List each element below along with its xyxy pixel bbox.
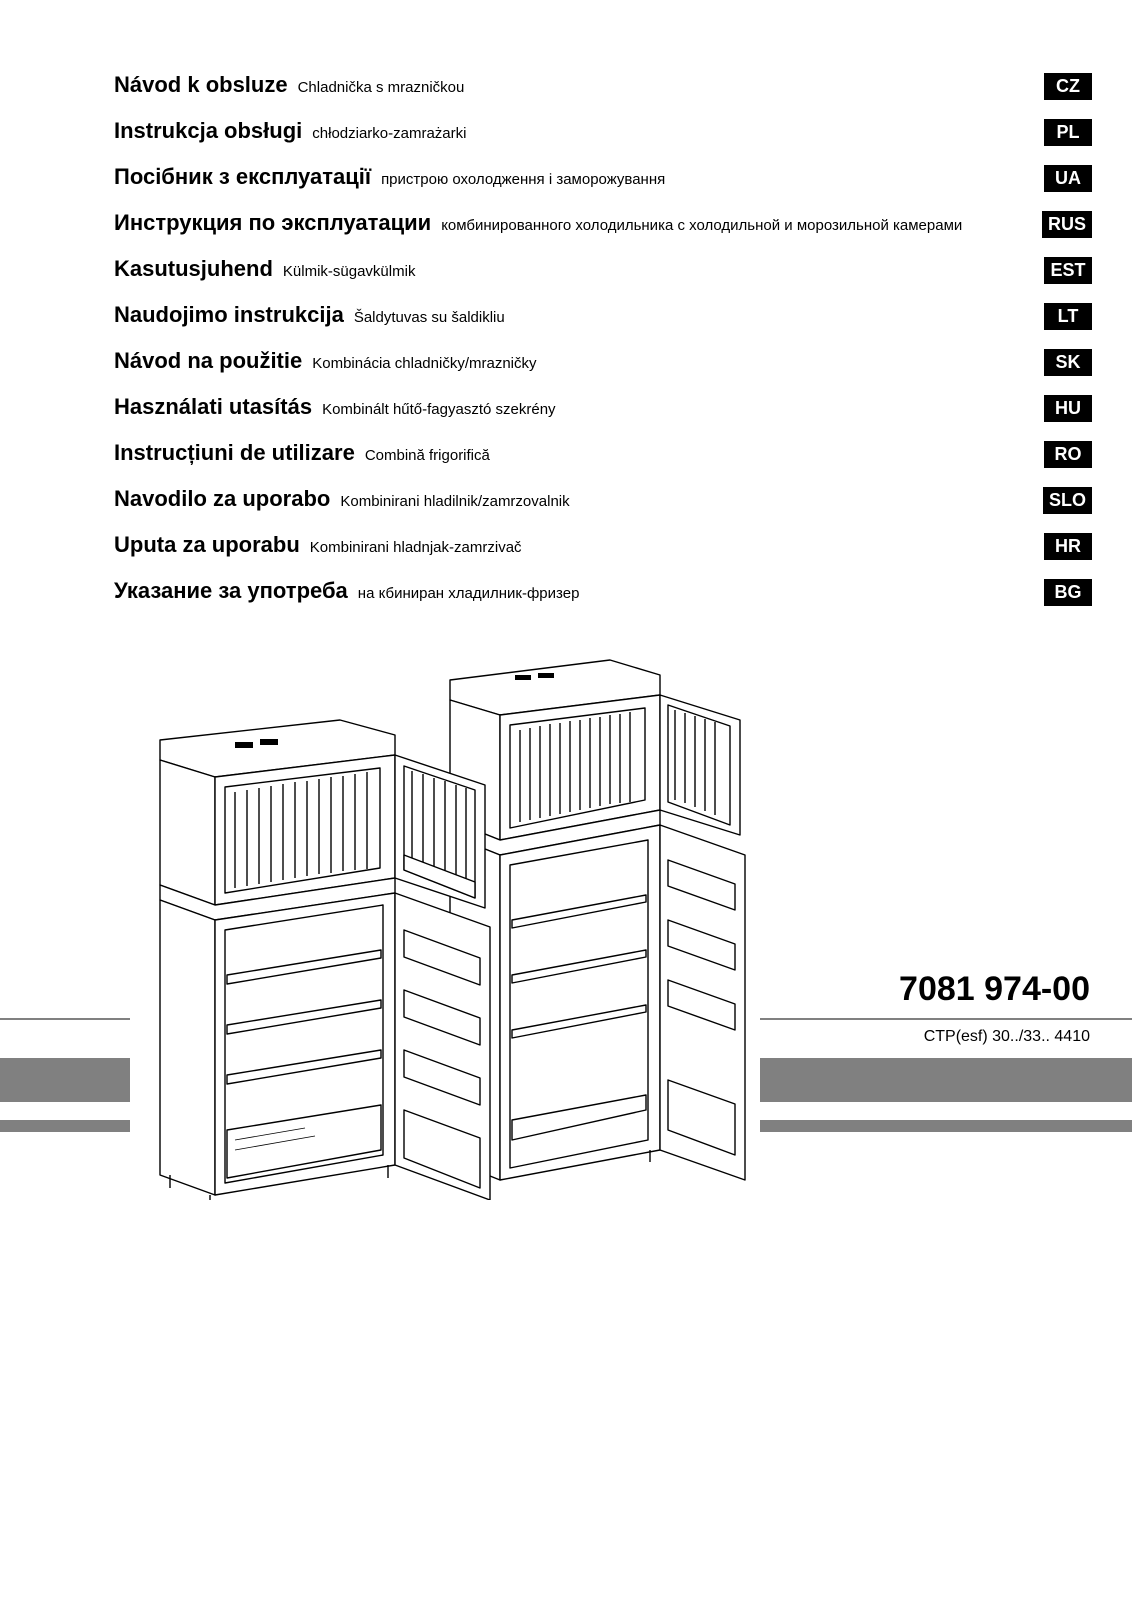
language-row: Instrukcja obsługi chłodziarko-zamrażarki… <box>114 118 1092 146</box>
language-row: Használati utasítás Kombinált hűtő-fagyas… <box>114 394 1092 422</box>
language-subtitle: Šaldytuvas su šaldikliu <box>354 309 505 326</box>
language-badge: UA <box>1044 165 1092 192</box>
language-text: Указание за употреба на кбиниран хладилни… <box>114 578 579 604</box>
language-badge: RO <box>1044 441 1092 468</box>
language-title: Kasutusjuhend <box>114 256 273 282</box>
language-title: Посібник з експлуатації <box>114 164 371 190</box>
language-title: Uputa za uporabu <box>114 532 300 558</box>
language-row: Naudojimo instrukcija Šaldytuvas su šaldi… <box>114 302 1092 330</box>
language-row: Návod k obsluze Chladnička s mrazničkou CZ <box>114 72 1092 100</box>
language-title: Navodilo za uporabo <box>114 486 330 512</box>
language-row: Указание за употреба на кбиниран хладилни… <box>114 578 1092 606</box>
language-row: Navodilo za uporabo Kombinirani hladilnik… <box>114 486 1092 514</box>
language-text: Használati utasítás Kombinált hűtő-fagyas… <box>114 394 556 420</box>
language-list: Návod k obsluze Chladnička s mrazničkou CZ… <box>114 72 1092 624</box>
language-title: Instrukcja obsługi <box>114 118 302 144</box>
language-title: Naudojimo instrukcija <box>114 302 344 328</box>
language-badge: RUS <box>1042 211 1092 238</box>
language-subtitle: Chladnička s mrazničkou <box>298 79 465 96</box>
language-badge: CZ <box>1044 73 1092 100</box>
language-text: Инструкция по эксплуатации комбинированно… <box>114 210 962 236</box>
language-row: Инструкция по эксплуатации комбинированно… <box>114 210 1092 238</box>
language-row: Kasutusjuhend Külmik-sügavkülmik EST <box>114 256 1092 284</box>
language-text: Посібник з експлуатації пристрою охолодже… <box>114 164 665 190</box>
language-title: Használati utasítás <box>114 394 312 420</box>
language-subtitle: Kombinirani hladilnik/zamrzovalnik <box>340 493 569 510</box>
language-subtitle: пристрою охолодження і заморожування <box>381 171 665 188</box>
language-title: Instrucțiuni de utilizare <box>114 440 355 466</box>
language-subtitle: Combină frigorifică <box>365 447 490 464</box>
language-subtitle: Kombinirani hladnjak-zamrzivač <box>310 539 522 556</box>
language-subtitle: Kombinált hűtő-fagyasztó szekrény <box>322 401 555 418</box>
language-title: Návod k obsluze <box>114 72 288 98</box>
language-title: Návod na použitie <box>114 348 302 374</box>
language-subtitle: Külmik-sügavkülmik <box>283 263 416 280</box>
language-text: Naudojimo instrukcija Šaldytuvas su šaldi… <box>114 302 505 328</box>
language-text: Instrucțiuni de utilizare Combină frigori… <box>114 440 490 466</box>
language-badge: LT <box>1044 303 1092 330</box>
language-text: Uputa za uporabu Kombinirani hladnjak-zam… <box>114 532 522 558</box>
language-badge: BG <box>1044 579 1092 606</box>
language-badge: SLO <box>1043 487 1092 514</box>
language-badge: EST <box>1044 257 1092 284</box>
language-title: Указание за употреба <box>114 578 348 604</box>
product-number: 7081 974-00 <box>899 970 1090 1009</box>
language-badge: HR <box>1044 533 1092 560</box>
language-subtitle: Kombinácia chladničky/mrazničky <box>312 355 536 372</box>
language-row: Посібник з експлуатації пристрою охолодже… <box>114 164 1092 192</box>
language-text: Instrukcja obsługi chłodziarko-zamrażarki <box>114 118 466 144</box>
language-badge: PL <box>1044 119 1092 146</box>
language-title: Инструкция по эксплуатации <box>114 210 431 236</box>
language-row: Uputa za uporabu Kombinirani hladnjak-zam… <box>114 532 1092 560</box>
language-text: Návod na použitie Kombinácia chladničky/m… <box>114 348 537 374</box>
language-subtitle: на кбиниран хладилник-фризер <box>358 585 580 602</box>
language-badge: SK <box>1044 349 1092 376</box>
language-subtitle: комбинированного холодильника с холодиль… <box>441 217 962 234</box>
language-badge: HU <box>1044 395 1092 422</box>
fridge-illustration <box>130 640 760 1200</box>
language-text: Kasutusjuhend Külmik-sügavkülmik <box>114 256 415 282</box>
language-text: Návod k obsluze Chladnička s mrazničkou <box>114 72 464 98</box>
language-subtitle: chłodziarko-zamrażarki <box>312 125 466 142</box>
language-row: Návod na použitie Kombinácia chladničky/m… <box>114 348 1092 376</box>
language-text: Navodilo za uporabo Kombinirani hladilnik… <box>114 486 570 512</box>
language-row: Instrucțiuni de utilizare Combină frigori… <box>114 440 1092 468</box>
model-info: CTP(esf) 30../33.. 4410 <box>924 1028 1090 1046</box>
